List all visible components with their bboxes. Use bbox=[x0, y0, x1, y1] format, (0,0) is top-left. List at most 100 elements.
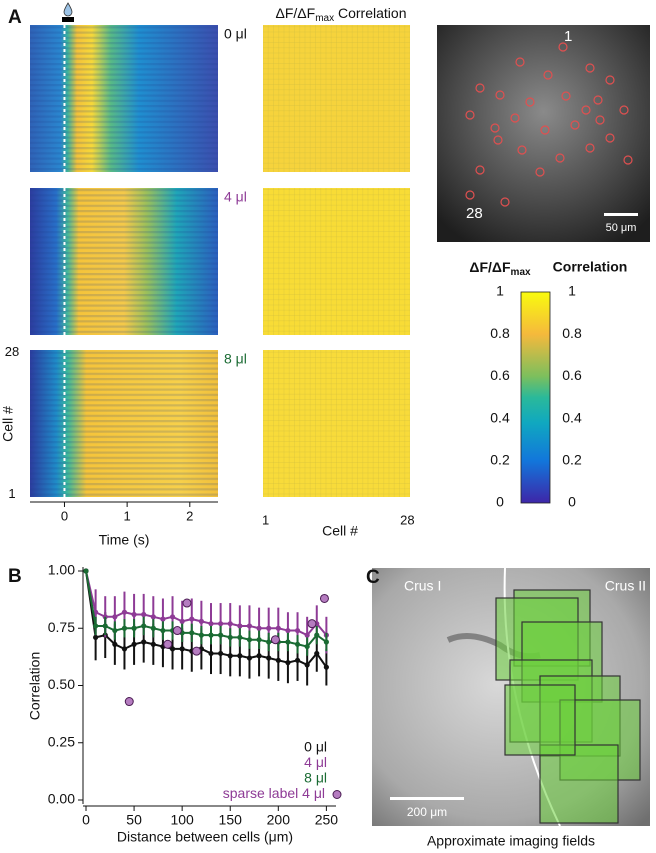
point bbox=[131, 625, 137, 631]
point bbox=[304, 643, 310, 650]
y-axis-label: Cell # bbox=[0, 406, 16, 442]
condition-label: 8 μl bbox=[224, 351, 247, 367]
point bbox=[218, 632, 224, 638]
panel-label: C bbox=[366, 567, 380, 588]
colorbar-gradient bbox=[520, 291, 551, 504]
point bbox=[237, 634, 243, 641]
series-line bbox=[85, 570, 327, 648]
point bbox=[304, 632, 310, 638]
point bbox=[294, 641, 301, 647]
heatmap-texture bbox=[30, 350, 218, 497]
point bbox=[246, 623, 253, 629]
colorbar-title: ΔF/ΔFmax bbox=[469, 259, 531, 278]
point bbox=[218, 650, 224, 657]
point bbox=[266, 625, 272, 631]
y-tick-label: 1.00 bbox=[48, 562, 75, 578]
scatter-point bbox=[319, 593, 329, 603]
panel-label: A bbox=[8, 7, 22, 28]
matrix-tick-label: 28 bbox=[400, 512, 414, 527]
point bbox=[246, 655, 253, 661]
scale-bar bbox=[390, 797, 464, 800]
point bbox=[141, 623, 147, 629]
condition-label: 4 μl bbox=[224, 189, 247, 205]
colorbar-tick-label: 1 bbox=[568, 283, 576, 299]
point bbox=[256, 625, 262, 631]
point bbox=[314, 650, 320, 657]
point bbox=[294, 657, 301, 663]
cell-label: 1 bbox=[564, 28, 572, 45]
condition-label: 0 μl bbox=[224, 26, 247, 42]
matrix-texture bbox=[263, 188, 410, 335]
point bbox=[285, 639, 291, 645]
point bbox=[218, 621, 224, 627]
scatter-point bbox=[172, 626, 182, 636]
point bbox=[150, 641, 156, 647]
x-tick-label: 200 bbox=[267, 812, 291, 828]
point bbox=[121, 625, 128, 631]
scatter-point bbox=[307, 619, 317, 629]
legend-label: sparse label 4 μl bbox=[223, 785, 325, 801]
point bbox=[227, 653, 233, 659]
scatter-point bbox=[182, 598, 192, 608]
legend-label: 8 μl bbox=[304, 770, 327, 786]
scale-bar bbox=[604, 213, 638, 216]
matrix-tick-label: 1 bbox=[262, 512, 269, 527]
point bbox=[285, 660, 291, 666]
matrix-axis-label: Cell # bbox=[322, 523, 358, 539]
point bbox=[131, 641, 137, 647]
title-rest: Correlation bbox=[334, 5, 406, 21]
colorbar-tick-label: 0 bbox=[568, 494, 576, 510]
series-line bbox=[85, 570, 328, 637]
caption: Approximate imaging fields bbox=[427, 833, 595, 849]
x-axis-label: Time (s) bbox=[99, 532, 150, 548]
colorbar-title: Correlation bbox=[553, 259, 628, 275]
point bbox=[160, 627, 166, 634]
point bbox=[121, 646, 128, 652]
legend-label: 4 μl bbox=[304, 754, 327, 770]
colorbar-tick-label: 0.4 bbox=[490, 409, 510, 425]
title-sub: max bbox=[315, 13, 334, 24]
point bbox=[112, 614, 118, 620]
heatmaps bbox=[30, 25, 218, 497]
x-tick-label: 1 bbox=[124, 508, 131, 523]
column-title: ΔF/ΔFmax Correlation bbox=[276, 5, 407, 24]
title-main: ΔF/ΔF bbox=[276, 5, 316, 21]
series-line bbox=[85, 570, 328, 668]
y-tick-label: 0.00 bbox=[48, 791, 75, 807]
point bbox=[294, 627, 301, 634]
point bbox=[227, 621, 233, 627]
point bbox=[314, 632, 320, 638]
point bbox=[208, 632, 214, 638]
heatmap-texture bbox=[30, 188, 218, 335]
colorbar-tick-label: 0.8 bbox=[562, 325, 582, 341]
correlation-matrices bbox=[263, 25, 410, 497]
point bbox=[189, 616, 195, 622]
x-tick-label: 150 bbox=[219, 812, 243, 828]
colorbar-tick-label: 0.2 bbox=[490, 452, 510, 468]
point bbox=[150, 614, 156, 620]
x-tick-label: 250 bbox=[315, 812, 339, 828]
point bbox=[208, 650, 214, 657]
x-axis-label: Distance between cells (μm) bbox=[117, 829, 293, 845]
point bbox=[112, 627, 118, 634]
colorbar-tick-label: 0.4 bbox=[562, 409, 582, 425]
y-tick-label: 1 bbox=[8, 486, 15, 501]
microscope-image: 1 28 50 μm bbox=[437, 25, 650, 242]
point bbox=[160, 616, 166, 622]
panel-c-image bbox=[372, 567, 650, 827]
point bbox=[304, 662, 310, 668]
point bbox=[237, 653, 243, 659]
point bbox=[83, 568, 89, 574]
x-tick-label: 100 bbox=[170, 812, 194, 828]
colorbar-tick-label: 1 bbox=[496, 283, 504, 299]
colorbar: ΔF/ΔFmax Correlation bbox=[469, 259, 628, 504]
point bbox=[150, 625, 156, 631]
y-tick-label: 0.50 bbox=[48, 676, 75, 692]
heatmap-texture bbox=[30, 25, 218, 172]
point bbox=[227, 634, 233, 641]
point bbox=[266, 639, 272, 645]
point bbox=[102, 623, 108, 629]
imaging-fields bbox=[495, 589, 641, 824]
colorbar-tick-label: 0.6 bbox=[490, 367, 510, 383]
